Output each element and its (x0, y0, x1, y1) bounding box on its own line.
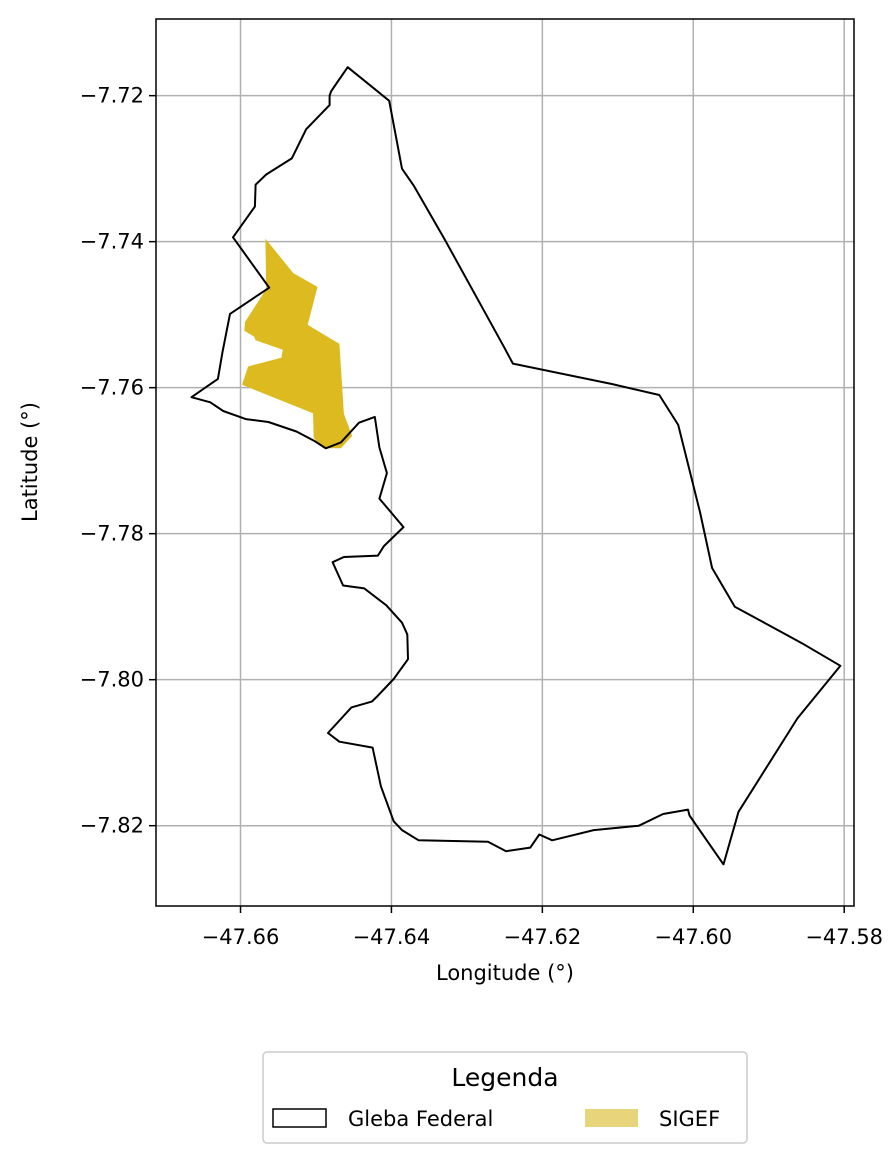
y-tick-label: −7.82 (80, 814, 144, 838)
y-axis-label: Latitude (°) (18, 402, 42, 522)
y-tick-label: −7.74 (80, 230, 144, 254)
gleba-federal-polygon (190, 66, 842, 866)
legend-label-sigef: SIGEF (659, 1107, 720, 1131)
legend-title: Legenda (451, 1063, 558, 1092)
x-tick-label: −47.58 (805, 925, 883, 949)
legend-swatch-sigef (585, 1109, 638, 1127)
plot-frame (155, 18, 855, 907)
map-layers (190, 66, 842, 866)
axis-ticks: −47.66 −47.64 −47.62 −47.60 −47.58 −7.72 −7.74… (80, 84, 883, 949)
legend-swatch-gleba-federal (272, 1108, 327, 1128)
x-tick-label: −47.64 (353, 925, 431, 949)
gridlines (156, 19, 854, 906)
y-tick-label: −7.72 (80, 84, 144, 108)
sigef-polygon (242, 238, 353, 449)
x-tick-label: −47.62 (503, 925, 581, 949)
legend-label-gleba-federal: Gleba Federal (348, 1107, 493, 1131)
x-axis-label: Longitude (°) (436, 961, 574, 985)
y-tick-label: −7.78 (80, 522, 144, 546)
y-tick-label: −7.80 (80, 668, 144, 692)
y-tick-label: −7.76 (80, 376, 144, 400)
x-tick-label: −47.66 (202, 925, 280, 949)
legend: Legenda Gleba Federal SIGEF (262, 1051, 748, 1144)
x-tick-label: −47.60 (654, 925, 732, 949)
